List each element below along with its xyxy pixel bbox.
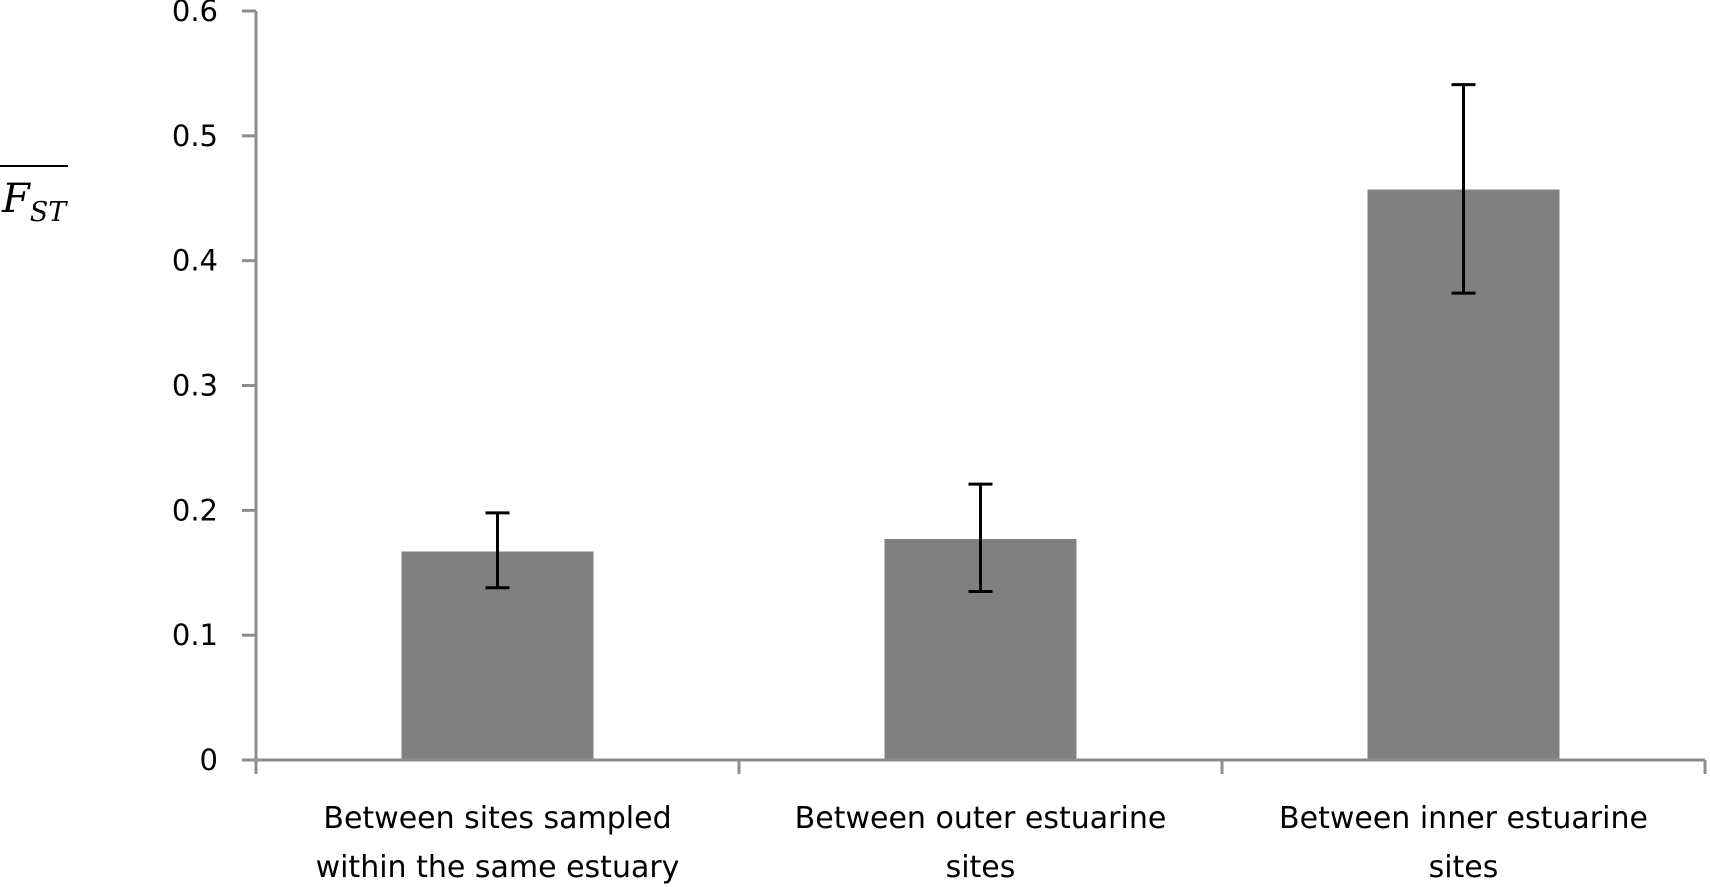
x-category-labels: Between sites sampled within the same est… <box>316 801 1648 885</box>
y-axis-label-main: F <box>1 176 31 222</box>
category-label-2: Between outer estuarine sites <box>795 801 1167 885</box>
category-label-line: Between inner estuarine <box>1279 801 1648 836</box>
error-bar-2 <box>968 482 993 593</box>
error-bar-3 <box>1451 83 1476 295</box>
y-tick-label-0.3: 0.3 <box>172 369 218 403</box>
y-axis-label: FST <box>0 165 68 228</box>
y-axis-label-text: FST <box>1 176 68 228</box>
category-label-line: Between sites sampled <box>323 801 671 836</box>
y-tick-label-0.5: 0.5 <box>172 119 218 153</box>
category-label-3: Between inner estuarine sites <box>1279 801 1648 885</box>
y-tick-label-0.2: 0.2 <box>172 493 218 527</box>
y-tick-label-0.1: 0.1 <box>172 618 218 652</box>
category-label-line: within the same estuary <box>316 850 680 885</box>
y-tick-label-0.6: 0.6 <box>172 0 218 28</box>
category-label-1: Between sites sampled within the same est… <box>316 801 680 885</box>
y-ticks: 0 0.1 0.2 0.3 0.4 0.5 0.6 <box>172 0 256 777</box>
y-tick-label-0: 0 <box>200 743 218 777</box>
error-bar-1 <box>485 511 510 590</box>
category-label-line: Between outer estuarine <box>795 801 1167 836</box>
y-tick-label-0.4: 0.4 <box>172 244 218 278</box>
error-bars <box>485 83 1476 593</box>
y-axis-label-subscript: ST <box>30 197 68 228</box>
axes <box>242 11 1707 774</box>
category-label-line: sites <box>946 850 1016 885</box>
category-label-line: sites <box>1429 850 1499 885</box>
bars <box>401 189 1560 760</box>
